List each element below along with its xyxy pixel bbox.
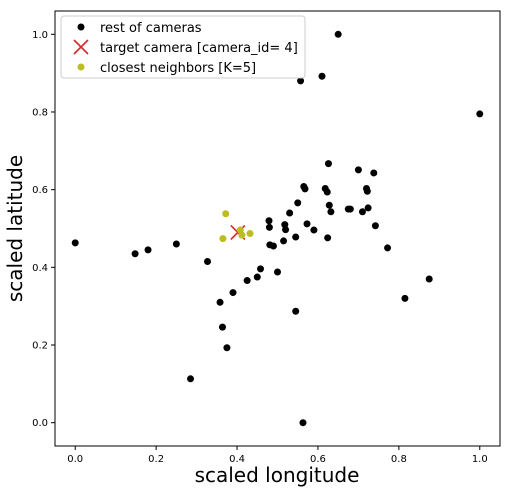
- rest-of-cameras-point: [294, 199, 302, 207]
- legend-box: [60, 15, 306, 79]
- legend: rest of cameras target camera [camera_id…: [60, 15, 306, 79]
- rest-of-cameras-point: [144, 246, 152, 254]
- rest-of-cameras-point: [370, 169, 378, 177]
- closest-neighbors-k-5-point: [238, 231, 246, 239]
- x-tick-label: 1.0: [472, 454, 488, 465]
- rest-of-cameras-point: [265, 223, 273, 231]
- rest-of-cameras-point: [354, 166, 362, 174]
- legend-marker-rest-of-cameras: [77, 23, 85, 31]
- rest-of-cameras-point: [303, 220, 311, 228]
- legend-label-rest-of-cameras: rest of cameras: [100, 21, 202, 36]
- x-tick-label: 0.2: [148, 454, 164, 465]
- rest-of-cameras-point: [292, 233, 300, 241]
- rest-of-cameras-point: [324, 234, 332, 242]
- rest-of-cameras-point: [401, 294, 409, 302]
- rest-of-cameras-point: [346, 205, 354, 213]
- rest-of-cameras-point: [257, 265, 265, 273]
- plot-area: [54, 10, 501, 447]
- rest-of-cameras-point: [216, 298, 224, 306]
- rest-of-cameras-point: [363, 187, 371, 195]
- y-tick-label: 0.2: [32, 341, 48, 352]
- rest-of-cameras-point: [358, 208, 366, 216]
- x-tick-label: 0.6: [310, 454, 326, 465]
- x-tick-label: 0.0: [67, 454, 83, 465]
- rest-of-cameras-point: [371, 222, 379, 230]
- x-tick-label: 0.4: [229, 454, 245, 465]
- y-axis-label: scaled latitude: [3, 155, 27, 302]
- rest-of-cameras-point: [425, 275, 433, 283]
- rest-of-cameras-point: [280, 237, 288, 245]
- rest-of-cameras-point: [364, 204, 372, 212]
- rest-of-cameras-point: [301, 185, 309, 193]
- rest-of-cameras-point: [269, 242, 277, 250]
- legend-label-target-camera: target camera [camera_id= 4]: [100, 41, 298, 56]
- rest-of-cameras-point: [218, 323, 226, 331]
- x-axis-label: scaled longitude: [195, 463, 360, 487]
- data-points: [71, 30, 484, 427]
- y-tick-label: 0.4: [32, 263, 48, 274]
- rest-of-cameras-point: [325, 201, 333, 209]
- rest-of-cameras-point: [323, 188, 331, 196]
- rest-of-cameras-point: [292, 307, 300, 315]
- rest-of-cameras-point: [265, 217, 273, 225]
- rest-of-cameras-point: [476, 110, 484, 118]
- rest-of-cameras-point: [327, 208, 335, 216]
- y-axis-ticks: 0.0 0.2 0.4 0.6 0.8 1.0: [32, 30, 55, 429]
- rest-of-cameras-point: [131, 250, 139, 258]
- rest-of-cameras-point: [229, 289, 237, 297]
- y-tick-label: 1.0: [32, 30, 48, 41]
- y-tick-label: 0.6: [32, 185, 48, 196]
- y-tick-label: 0.8: [32, 107, 48, 118]
- closest-neighbors-k-5-point: [222, 210, 230, 218]
- closest-neighbors-k-5-point: [219, 235, 227, 243]
- rest-of-cameras-point: [223, 344, 231, 352]
- rest-of-cameras-point: [282, 226, 290, 234]
- x-axis-ticks: 0.0 0.2 0.4 0.6 0.8 1.0: [67, 446, 488, 465]
- rest-of-cameras-point: [297, 77, 305, 85]
- rest-of-cameras-point: [334, 30, 342, 38]
- rest-of-cameras-point: [187, 375, 195, 383]
- rest-of-cameras-point: [384, 244, 392, 252]
- rest-of-cameras-point: [71, 239, 79, 247]
- rest-of-cameras-point: [286, 209, 294, 217]
- rest-of-cameras-point: [243, 277, 251, 285]
- legend-marker-closest-neighbors: [77, 63, 85, 71]
- rest-of-cameras-point: [253, 273, 261, 281]
- rest-of-cameras-point: [204, 258, 212, 266]
- legend-marker-target-camera: [73, 39, 89, 55]
- rest-of-cameras-point: [310, 226, 318, 234]
- y-tick-label: 0.0: [32, 418, 48, 429]
- rest-of-cameras-point: [318, 72, 326, 80]
- x-tick-label: 0.8: [391, 454, 407, 465]
- legend-label-closest-neighbors: closest neighbors [K=5]: [100, 61, 256, 76]
- rest-of-cameras-point: [299, 419, 307, 427]
- rest-of-cameras-point: [172, 240, 180, 248]
- rest-of-cameras-point: [324, 160, 332, 168]
- rest-of-cameras-point: [274, 268, 281, 276]
- closest-neighbors-k-5-point: [246, 230, 254, 238]
